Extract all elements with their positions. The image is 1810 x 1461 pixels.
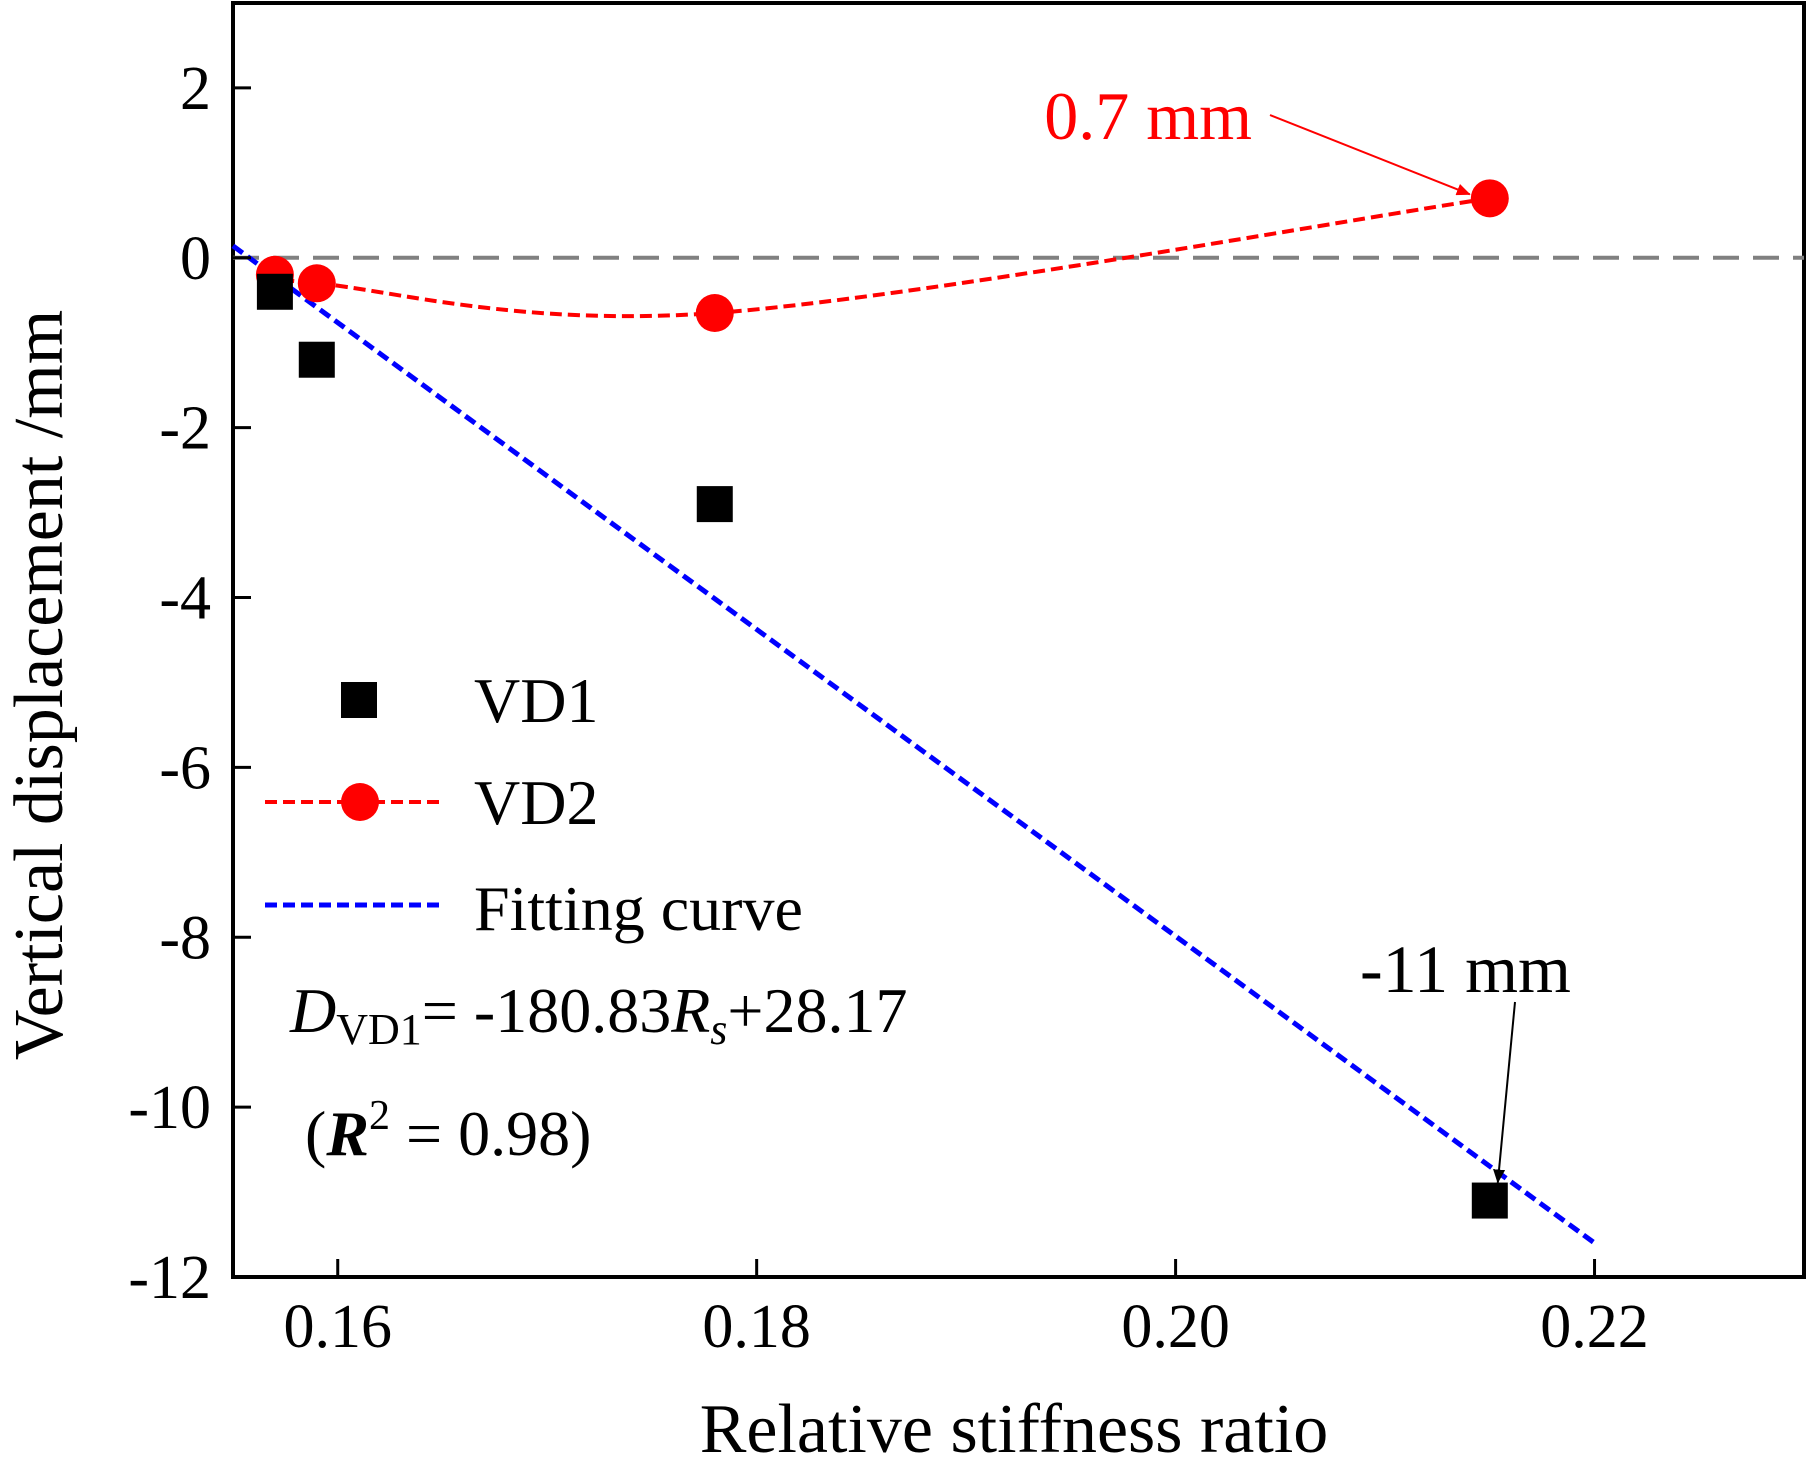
y-axis-ticks: 2 0 -2 -4 -6 -8 -10 -12 bbox=[128, 55, 251, 1312]
annotation-arrow-red bbox=[1269, 114, 1471, 196]
annotation-11-mm: -11 mm bbox=[1360, 931, 1571, 1007]
vd2-point bbox=[297, 264, 336, 303]
plot-frame bbox=[231, 1, 1806, 1279]
x-tick-label: 0.16 bbox=[283, 1293, 392, 1361]
x-axis-title: Relative stiffness ratio bbox=[700, 1391, 1329, 1461]
eq-r-sub: s bbox=[710, 1005, 727, 1054]
y-tick-label: -10 bbox=[128, 1074, 211, 1142]
fitting-curve bbox=[231, 243, 1597, 1246]
vd1-point bbox=[298, 341, 335, 378]
eq-mid: = -180.83 bbox=[422, 975, 671, 1046]
r-squared: (R2 = 0.98) bbox=[305, 1093, 591, 1169]
vd1-point bbox=[256, 273, 293, 310]
legend-vd2-label: VD2 bbox=[474, 767, 598, 838]
r2-rest: = 0.98) bbox=[390, 1098, 591, 1169]
y-tick-label: -12 bbox=[128, 1244, 211, 1312]
legend-vd2-marker bbox=[341, 783, 379, 821]
y-tick-label: -2 bbox=[159, 395, 211, 463]
y-tick-label: -4 bbox=[159, 565, 211, 633]
legend-fit-label: Fitting curve bbox=[474, 873, 803, 944]
eq-d: D bbox=[289, 975, 336, 1046]
y-tick-label: 2 bbox=[180, 55, 211, 123]
y-axis-title: Vertical displacement /mm bbox=[1, 310, 78, 1060]
r2-sup: 2 bbox=[369, 1093, 390, 1139]
vd2-series bbox=[255, 179, 1509, 333]
fitting-curve-line bbox=[231, 243, 1597, 1246]
vd2-point bbox=[1470, 179, 1509, 218]
y-tick-label: 0 bbox=[180, 225, 211, 293]
legend: VD1 VD2 Fitting curve bbox=[265, 665, 803, 944]
x-tick-label: 0.18 bbox=[702, 1293, 811, 1361]
plot-border bbox=[231, 1, 1806, 1279]
vd1-series bbox=[256, 273, 1508, 1219]
r2-r: R bbox=[325, 1098, 369, 1169]
y-tick-label: -6 bbox=[159, 734, 211, 802]
fit-equation: DVD1= -180.83Rs+28.17 bbox=[289, 975, 908, 1054]
eq-r: R bbox=[670, 975, 710, 1046]
eq-end: +28.17 bbox=[727, 975, 907, 1046]
y-tick-label: -8 bbox=[159, 904, 211, 972]
x-axis-ticks: 0.16 0.18 0.20 0.22 bbox=[283, 1259, 1649, 1361]
annotation-arrow-black bbox=[1493, 1001, 1516, 1184]
vd2-point bbox=[695, 294, 734, 333]
vd1-point bbox=[696, 486, 733, 523]
eq-d-sub: VD1 bbox=[336, 1005, 422, 1054]
annotation-0-7-mm: 0.7 mm bbox=[1044, 78, 1252, 154]
r2-open: ( bbox=[305, 1098, 326, 1169]
vd1-point bbox=[1471, 1182, 1508, 1219]
x-tick-label: 0.20 bbox=[1121, 1293, 1230, 1361]
x-tick-label: 0.22 bbox=[1540, 1293, 1649, 1361]
legend-vd1-label: VD1 bbox=[474, 665, 598, 736]
legend-vd1-marker bbox=[341, 682, 377, 718]
